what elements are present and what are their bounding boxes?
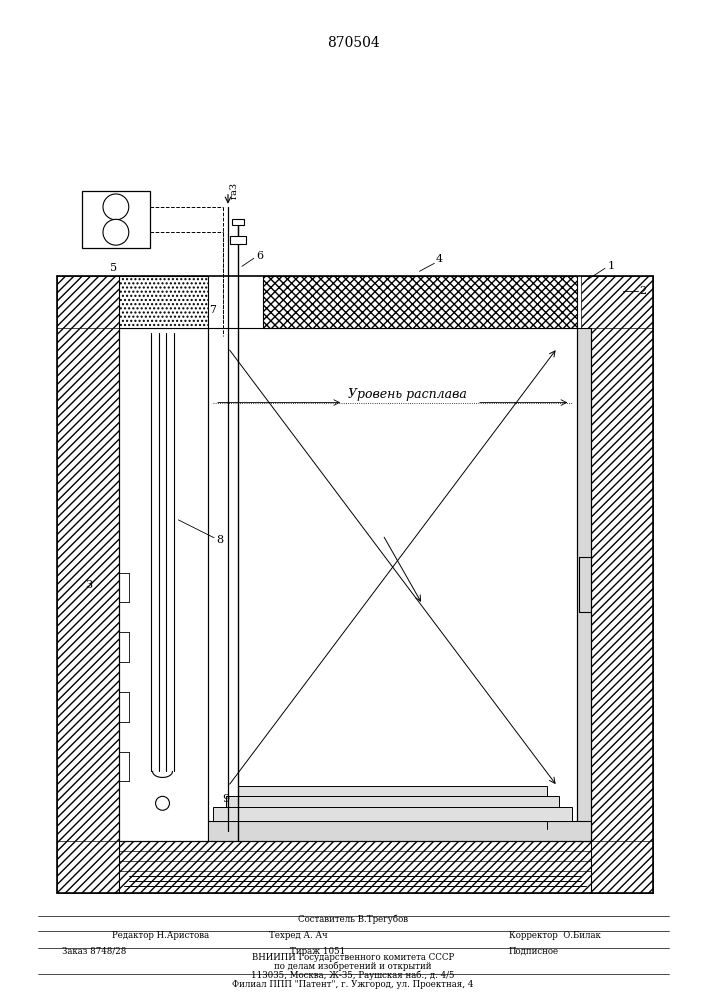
Text: 1: 1: [607, 261, 614, 271]
Text: Корректор  О.Билак: Корректор О.Билак: [509, 931, 601, 940]
Text: Подписное: Подписное: [509, 947, 559, 956]
Circle shape: [103, 219, 129, 245]
Bar: [238, 786, 547, 796]
Text: Техред А. Ач: Техред А. Ач: [269, 931, 327, 940]
Circle shape: [156, 796, 170, 810]
Polygon shape: [581, 276, 653, 328]
Text: +: +: [110, 226, 121, 239]
Bar: [119, 276, 208, 328]
Text: 5: 5: [110, 263, 117, 273]
Text: 8: 8: [216, 535, 223, 545]
Text: 2: 2: [639, 286, 646, 296]
Text: 7: 7: [209, 305, 216, 315]
Text: Редактор Н.Аристова: Редактор Н.Аристова: [112, 931, 209, 940]
Bar: [226, 796, 559, 807]
Polygon shape: [591, 276, 653, 893]
Text: Заказ 8748/28: Заказ 8748/28: [62, 947, 127, 956]
Text: Уровень расплава: Уровень расплава: [348, 388, 467, 401]
Bar: [82, 191, 150, 248]
Text: 3: 3: [86, 580, 93, 590]
Bar: [577, 328, 591, 841]
Text: по делам изобретений и открытий: по делам изобретений и открытий: [274, 962, 432, 971]
Text: Филиал ППП "Патент", г. Ужгород, ул. Проектная, 4: Филиал ППП "Патент", г. Ужгород, ул. Про…: [233, 980, 474, 989]
Bar: [230, 236, 246, 244]
Text: 9: 9: [223, 794, 230, 804]
Text: Составитель В.Трегубов: Составитель В.Трегубов: [298, 915, 408, 924]
Bar: [119, 328, 208, 841]
Text: гаЗ: гаЗ: [230, 182, 238, 199]
Text: 113035, Москва, Ж-35, Раушская наб., д. 4/5: 113035, Москва, Ж-35, Раушская наб., д. …: [251, 971, 455, 980]
Text: −: −: [110, 200, 122, 214]
Bar: [213, 807, 572, 821]
Text: 6: 6: [256, 251, 263, 261]
Text: 4: 4: [436, 254, 443, 264]
Bar: [208, 821, 591, 841]
Polygon shape: [57, 276, 119, 893]
Bar: [232, 219, 244, 225]
Text: ВНИИПИ Государственного комитета СССР: ВНИИПИ Государственного комитета СССР: [252, 953, 454, 962]
Text: Тираж 1051: Тираж 1051: [291, 947, 346, 956]
Text: 870504: 870504: [327, 36, 380, 50]
Circle shape: [103, 194, 129, 220]
Bar: [263, 276, 577, 328]
Polygon shape: [57, 276, 168, 328]
Polygon shape: [57, 841, 653, 893]
